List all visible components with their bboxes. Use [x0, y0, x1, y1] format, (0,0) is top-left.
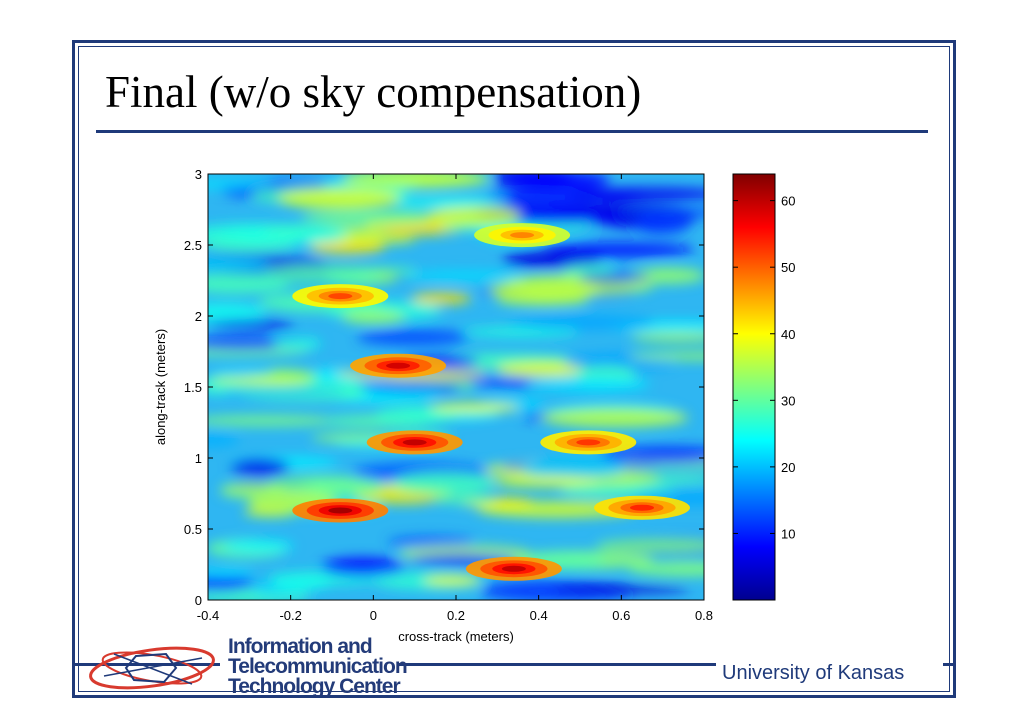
x-tick-label: 0.2 — [447, 608, 465, 623]
x-axis-label: cross-track (meters) — [398, 629, 514, 644]
colorbar-tick-label: 40 — [781, 327, 795, 342]
colorbar-tick-label: 10 — [781, 526, 795, 541]
y-tick-label: 2 — [195, 309, 202, 324]
x-tick-label: 0 — [370, 608, 377, 623]
heatmap-hotspot — [350, 353, 447, 378]
slide-frame — [72, 40, 956, 698]
colorbar-tick-label: 50 — [781, 260, 795, 275]
itc-logo-icon — [89, 646, 215, 690]
footer-line-right — [943, 663, 956, 666]
heatmap-hotspot — [465, 556, 562, 581]
heatmap-hotspot — [474, 223, 571, 248]
colorbar-axis: 10 20 30 40 50 60 — [733, 194, 795, 541]
heatmap-canvas — [208, 174, 704, 600]
y-tick-label: 0.5 — [184, 522, 202, 537]
colorbar — [732, 173, 776, 601]
title-rule — [96, 130, 928, 133]
y-tick-label: 1.5 — [184, 380, 202, 395]
x-axis: -0.4 -0.2 0 0.2 0.4 0.6 0.8 — [197, 174, 713, 623]
x-tick-label: -0.2 — [279, 608, 301, 623]
x-tick-label: -0.4 — [197, 608, 219, 623]
colorbar-tick-label: 60 — [781, 194, 795, 209]
heatmap-hotspot — [366, 430, 463, 455]
colorbar-tick-label: 20 — [781, 460, 795, 475]
y-axis-label: along-track (meters) — [153, 329, 168, 445]
slide-title: Final (w/o sky compensation) — [105, 67, 642, 117]
y-tick-label: 2.5 — [184, 238, 202, 253]
logo-line-2: Telecommunication — [228, 655, 408, 678]
heatmap-hotspot — [292, 284, 389, 309]
heatmap-hotspot — [540, 430, 637, 455]
logo-line-1: Information and — [228, 635, 373, 658]
x-tick-label: 0.6 — [612, 608, 630, 623]
x-tick-label: 0.8 — [695, 608, 713, 623]
heatmap-hotspot — [292, 498, 389, 523]
y-axis: 0 0.5 1 1.5 2 2.5 3 — [184, 167, 704, 608]
colorbar-tick-label: 30 — [781, 393, 795, 408]
logo-line-3: Technology Center — [228, 675, 401, 698]
y-tick-label: 1 — [195, 451, 202, 466]
footer-line-mid — [398, 663, 716, 666]
footer-line-left — [72, 663, 220, 666]
footer-university: University of Kansas — [722, 662, 905, 684]
x-tick-label: 0.4 — [530, 608, 548, 623]
slide-frame-inner — [78, 46, 950, 692]
y-tick-label: 0 — [195, 593, 202, 608]
y-tick-label: 3 — [195, 167, 202, 182]
heatmap-hotspot — [594, 495, 690, 520]
